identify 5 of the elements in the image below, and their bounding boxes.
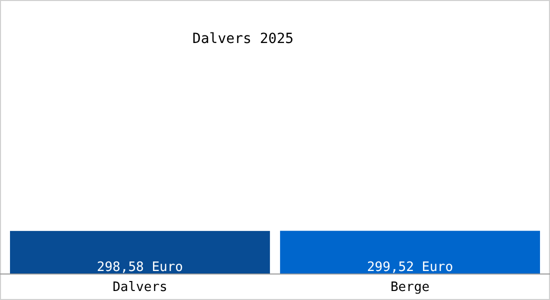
text: Dalvers 2025 bbox=[192, 31, 294, 47]
data-label: 298,58 Euro bbox=[96, 260, 184, 275]
x-tick-label: Dalvers bbox=[112, 280, 168, 296]
x-tick-label: Berge bbox=[390, 280, 430, 296]
data-label: 299,52 Euro bbox=[366, 260, 454, 275]
